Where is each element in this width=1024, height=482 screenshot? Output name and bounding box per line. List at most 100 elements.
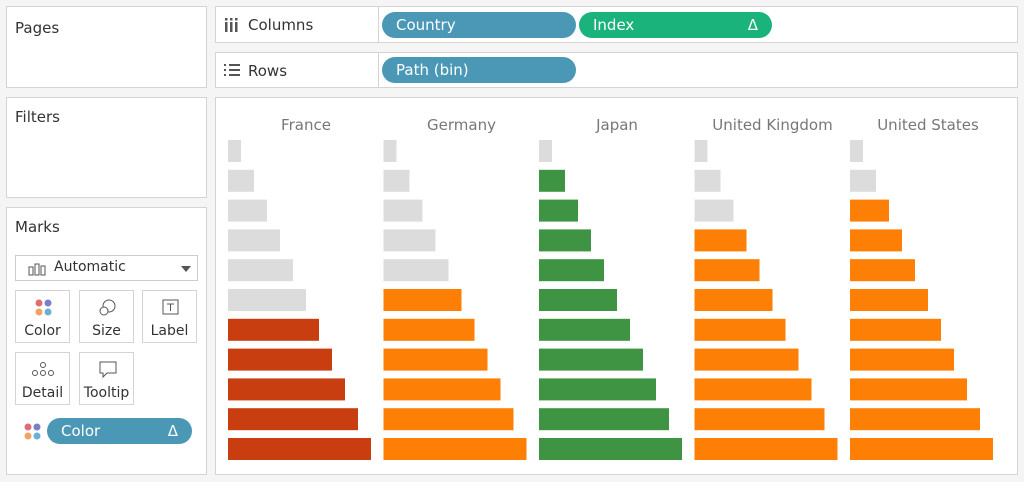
path-bin-pill[interactable]: Path (bin): [382, 57, 576, 83]
bar: [228, 408, 358, 431]
bar: [694, 169, 721, 192]
bar-icon: [28, 263, 46, 276]
bar: [228, 378, 345, 401]
bar: [850, 438, 993, 460]
bar: [850, 140, 863, 162]
pill-label: Path (bin): [396, 61, 469, 79]
bar: [539, 140, 552, 162]
label-card[interactable]: Label: [142, 290, 197, 343]
columns-shelf: Columns Country Index Δ: [215, 6, 1018, 43]
filters-label: Filters: [15, 108, 60, 126]
bar: [383, 259, 449, 282]
divider: [378, 53, 379, 87]
card-label: Size: [92, 323, 121, 339]
bar: [539, 259, 604, 282]
bar: [539, 199, 578, 222]
pane-header: France: [281, 116, 331, 134]
bar: [228, 140, 241, 162]
columns-label: Columns: [248, 16, 314, 34]
label-icon: [162, 299, 179, 315]
bar: [850, 199, 889, 222]
marks-card: Marks Automatic Color Size Label Detail …: [6, 207, 207, 475]
detail-card[interactable]: Detail: [15, 352, 70, 405]
rows-label: Rows: [248, 62, 288, 80]
bar: [539, 348, 643, 371]
tooltip-card[interactable]: Tooltip: [79, 352, 134, 405]
bar: [694, 229, 747, 252]
bar: [383, 318, 475, 341]
pill-label: Country: [396, 16, 456, 34]
bar: [539, 378, 656, 401]
bar: [383, 438, 527, 460]
rows-shelf: Rows Path (bin): [215, 52, 1018, 88]
card-label: Color: [24, 323, 61, 339]
card-label: Label: [150, 323, 189, 339]
size-icon: [99, 299, 116, 316]
pane-header: United Kingdom: [712, 116, 832, 134]
dropdown-arrow: [181, 266, 191, 272]
bar: [694, 140, 708, 162]
rows-icon: [224, 64, 240, 76]
detail-icon: [32, 362, 54, 376]
bar: [539, 408, 669, 431]
bar: [383, 348, 488, 371]
pages-shelf[interactable]: Pages: [6, 6, 207, 88]
bar: [228, 289, 306, 311]
pane-header: Japan: [595, 116, 638, 134]
marks-label: Marks: [15, 218, 60, 236]
bar: [850, 348, 954, 371]
delta-icon: Δ: [167, 422, 178, 440]
bar: [850, 169, 876, 192]
pane-header: United States: [877, 116, 979, 134]
bar: [694, 259, 760, 282]
color-card[interactable]: Color: [15, 290, 70, 343]
bar: [383, 289, 462, 311]
pages-label: Pages: [15, 19, 60, 37]
bar: [383, 229, 436, 252]
bar: [694, 438, 838, 460]
bar: [539, 318, 630, 341]
pane-header: Germany: [427, 116, 496, 134]
bar: [694, 199, 734, 222]
bar: [850, 289, 928, 311]
filters-shelf[interactable]: Filters: [6, 97, 207, 198]
color-pill-icon: [24, 423, 41, 440]
color-icon: [35, 299, 52, 316]
bar: [850, 408, 980, 431]
bar: [539, 438, 682, 460]
delta-icon: Δ: [747, 16, 758, 34]
country-pill[interactable]: Country: [382, 12, 576, 38]
bar: [228, 348, 332, 371]
mark-type: Automatic: [54, 259, 126, 275]
bar: [694, 348, 799, 371]
bar: [850, 318, 941, 341]
bar: [694, 378, 812, 401]
bar: [228, 438, 371, 460]
card-label: Detail: [21, 385, 64, 401]
bar: [383, 408, 514, 431]
size-card[interactable]: Size: [79, 290, 134, 343]
bar: [694, 289, 773, 311]
bar: [850, 229, 902, 252]
view: France Germany Japan United Kingdom United S…: [215, 97, 1018, 475]
bar: [228, 199, 267, 222]
pill-label: Color: [61, 422, 101, 440]
bar: [228, 259, 293, 282]
bar: [228, 169, 254, 192]
divider: [378, 7, 379, 42]
mark-type-dropdown[interactable]: Automatic: [15, 255, 198, 281]
bar: [383, 140, 397, 162]
viz: France Germany Japan United Kingdom United S…: [228, 116, 993, 460]
bar: [383, 378, 501, 401]
bar: [383, 199, 423, 222]
color-pill[interactable]: Color Δ: [47, 418, 192, 444]
index-pill[interactable]: Index Δ: [579, 12, 772, 38]
bar: [850, 378, 967, 401]
bar: [228, 229, 280, 252]
card-label: Tooltip: [83, 385, 130, 401]
pill-label: Index: [593, 16, 635, 34]
bar: [383, 169, 410, 192]
bar: [539, 289, 617, 311]
bar: [694, 408, 825, 431]
